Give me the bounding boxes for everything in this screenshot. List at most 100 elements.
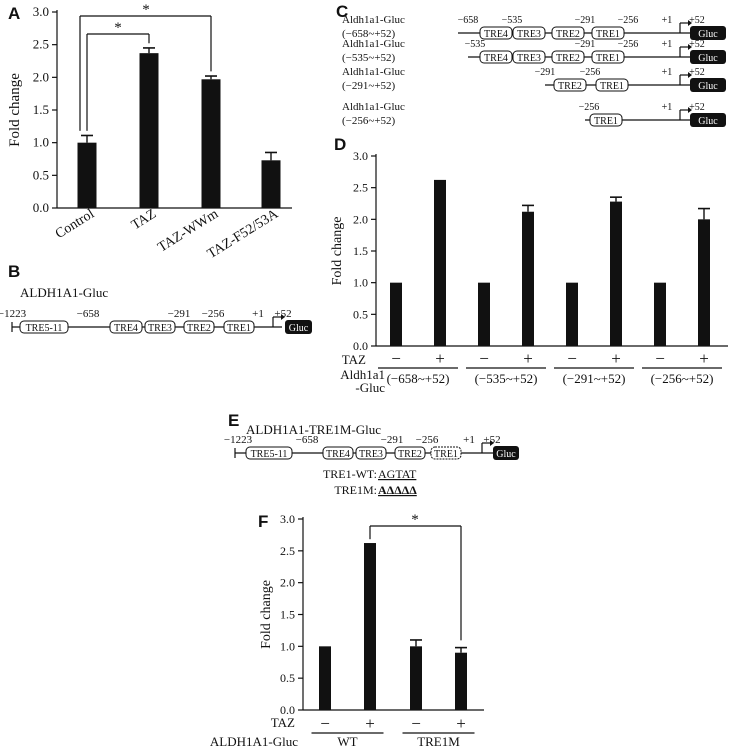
- position-label: −1223: [0, 308, 27, 320]
- y-tick-label: 1.5: [280, 608, 295, 622]
- y-tick-label: 2.0: [353, 212, 368, 226]
- significance-star: *: [142, 2, 150, 18]
- tss-arrow-arrowhead: [688, 72, 692, 78]
- position-label: −256: [202, 308, 225, 320]
- y-tick-label: 0.0: [33, 200, 49, 215]
- position-label: −291: [575, 39, 596, 50]
- gluc-reporter-label: Gluc: [496, 449, 516, 460]
- tre-box-label: TRE2: [558, 81, 582, 92]
- y-tick-label: 1.0: [280, 639, 295, 653]
- tre-box: [551, 50, 585, 64]
- construct-name: Aldh1a1-Gluc: [342, 66, 405, 78]
- position-label: +1: [463, 434, 475, 446]
- y-tick-label: 0.5: [33, 167, 49, 182]
- position-label: −256: [618, 39, 639, 50]
- panel-letter-c: C: [336, 2, 348, 21]
- taz-sign: +: [435, 349, 445, 368]
- y-tick-label: 2.5: [353, 181, 368, 195]
- row-label-taz: TAZ: [342, 352, 366, 367]
- gluc-reporter-box: [493, 446, 519, 460]
- tre-box: [479, 50, 513, 64]
- tre-box-label: TRE1: [596, 29, 620, 40]
- taz-sign: −: [567, 349, 577, 368]
- gluc-reporter-box: [690, 78, 726, 92]
- x-tick-label: TAZ: [129, 207, 159, 234]
- tre-box: [591, 26, 625, 40]
- tre1-wt-sequence: AGTAT: [378, 467, 417, 481]
- gluc-reporter-box: [285, 320, 312, 334]
- bar: [610, 201, 622, 346]
- y-tick-label: 0.0: [353, 339, 368, 353]
- gluc-reporter-label: Gluc: [698, 29, 718, 40]
- gluc-reporter-label: Gluc: [698, 81, 718, 92]
- bar: [410, 646, 422, 710]
- tre-box-label: TRE3: [148, 323, 172, 334]
- tre1-wt-label: TRE1-WT:: [323, 467, 377, 481]
- bar: [261, 160, 281, 208]
- row-label-construct-2: -Gluc: [355, 380, 385, 395]
- position-label: −658: [296, 434, 319, 446]
- y-tick-label: 2.0: [33, 69, 49, 84]
- position-label: +1: [662, 15, 673, 26]
- bar: [319, 646, 331, 710]
- tre-box: [553, 78, 587, 92]
- position-label: −291: [575, 15, 596, 26]
- group-label: (−535~+52): [475, 371, 538, 386]
- y-tick-label: 2.5: [280, 544, 295, 558]
- y-tick-label: 0.0: [280, 703, 295, 717]
- tre-box-label: TRE3: [517, 53, 541, 64]
- tre-box-label: TRE4: [484, 53, 508, 64]
- tre-box-label: TRE4: [114, 323, 138, 334]
- y-tick-label: 1.5: [353, 244, 368, 258]
- tre-box: [322, 446, 354, 460]
- tre-box: [551, 26, 585, 40]
- y-axis-title: Fold change: [330, 217, 345, 286]
- y-axis-title: Fold change: [7, 73, 23, 147]
- position-label: +1: [662, 102, 673, 113]
- taz-sign: +: [523, 349, 533, 368]
- gluc-reporter-box: [690, 113, 726, 127]
- tre-box-label: TRE1: [596, 53, 620, 64]
- construct-name: Aldh1a1-Gluc: [342, 38, 405, 50]
- gluc-reporter-label: Gluc: [698, 116, 718, 127]
- row-label-taz: TAZ: [271, 715, 295, 730]
- panel-letter-b: B: [8, 262, 20, 281]
- bar: [522, 211, 534, 346]
- gluc-reporter-label: Gluc: [289, 323, 309, 334]
- position-label: −535: [465, 39, 486, 50]
- tre-box: [591, 50, 625, 64]
- taz-sign: +: [365, 714, 375, 733]
- bar: [566, 282, 578, 346]
- tre-box: [394, 446, 426, 460]
- tre1m-label: TRE1M:: [334, 483, 377, 497]
- bar: [478, 282, 490, 346]
- tre-box: [430, 446, 462, 460]
- construct-title: ALDH1A1-Gluc: [20, 285, 108, 300]
- taz-sign: +: [699, 349, 709, 368]
- bar: [139, 53, 159, 208]
- tre-box-label: TRE1: [600, 81, 624, 92]
- group-label: (−658~+52): [387, 371, 450, 386]
- significance-star: *: [411, 512, 419, 528]
- gluc-reporter-box: [690, 26, 726, 40]
- bar: [654, 282, 666, 346]
- group-label: TRE1M: [417, 734, 460, 749]
- position-label: −291: [535, 67, 556, 78]
- position-label: +1: [252, 308, 264, 320]
- position-label: +52: [689, 15, 705, 26]
- taz-sign: +: [611, 349, 621, 368]
- y-tick-label: 3.0: [33, 4, 49, 19]
- bar: [364, 544, 376, 710]
- position-label: −256: [579, 102, 600, 113]
- tre-box-label: TRE4: [484, 29, 508, 40]
- position-label: +52: [689, 39, 705, 50]
- tre-box: [512, 26, 546, 40]
- y-tick-label: 0.5: [353, 307, 368, 321]
- bar: [434, 181, 446, 346]
- bar: [201, 79, 221, 208]
- position-label: −1223: [224, 434, 253, 446]
- position-label: −535: [502, 15, 523, 26]
- construct-range: (−658~+52): [342, 28, 396, 40]
- tre-box-label: TRE4: [326, 449, 350, 460]
